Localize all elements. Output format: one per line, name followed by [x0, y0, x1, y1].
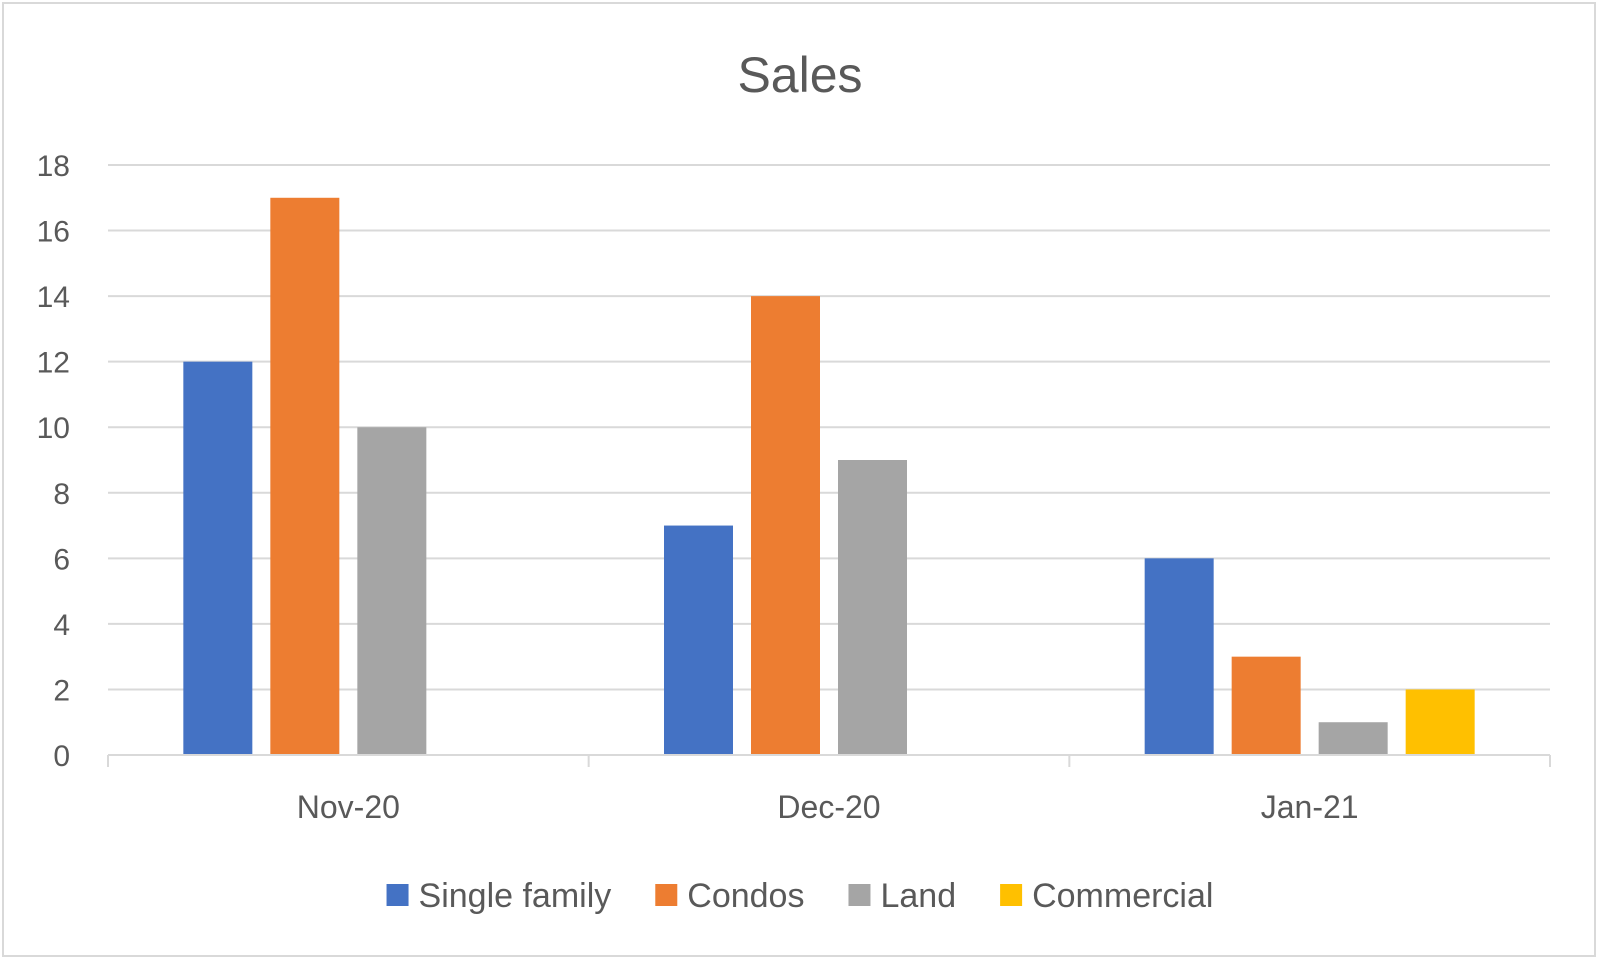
y-tick-label: 8	[53, 478, 70, 511]
bar	[1144, 558, 1214, 755]
y-tick-label: 18	[37, 150, 70, 183]
legend-swatch	[848, 884, 871, 906]
bar	[183, 361, 253, 755]
bar	[357, 427, 427, 755]
bar	[838, 460, 907, 755]
x-tick-label: Jan-21	[1261, 789, 1359, 825]
bars	[183, 197, 1475, 755]
y-tick-label: 16	[37, 216, 70, 249]
bar	[664, 525, 733, 755]
legend-label: Condos	[687, 877, 804, 915]
y-tick-label: 4	[53, 609, 70, 642]
legend-label: Land	[880, 877, 956, 915]
legend-swatch	[655, 884, 678, 906]
legend-label: Single family	[419, 877, 612, 915]
bar	[270, 197, 340, 755]
bar	[751, 296, 820, 755]
bar	[1231, 656, 1301, 755]
x-tick-label: Dec-20	[777, 789, 880, 825]
gridlines	[108, 164, 1550, 691]
chart-title: Sales	[737, 47, 862, 103]
y-tick-label: 10	[37, 412, 70, 445]
y-tick-label: 6	[53, 543, 70, 576]
bar	[1405, 689, 1475, 755]
y-tick-label: 14	[37, 281, 70, 314]
y-tick-label: 0	[53, 740, 70, 773]
y-tick-label: 2	[53, 674, 70, 707]
legend-label: Commercial	[1032, 877, 1213, 915]
bar	[1318, 722, 1388, 755]
y-tick-label: 12	[37, 347, 70, 380]
legend: Single family Condos Land Commercial	[386, 877, 1213, 915]
y-axis-ticks: 0 2 4 6 8 10 12 14 16 18	[37, 150, 70, 773]
legend-swatch	[386, 884, 409, 906]
x-axis: Nov-20 Dec-20 Jan-21	[107, 754, 1551, 825]
x-tick-label: Nov-20	[297, 789, 400, 825]
legend-swatch	[1000, 884, 1023, 906]
